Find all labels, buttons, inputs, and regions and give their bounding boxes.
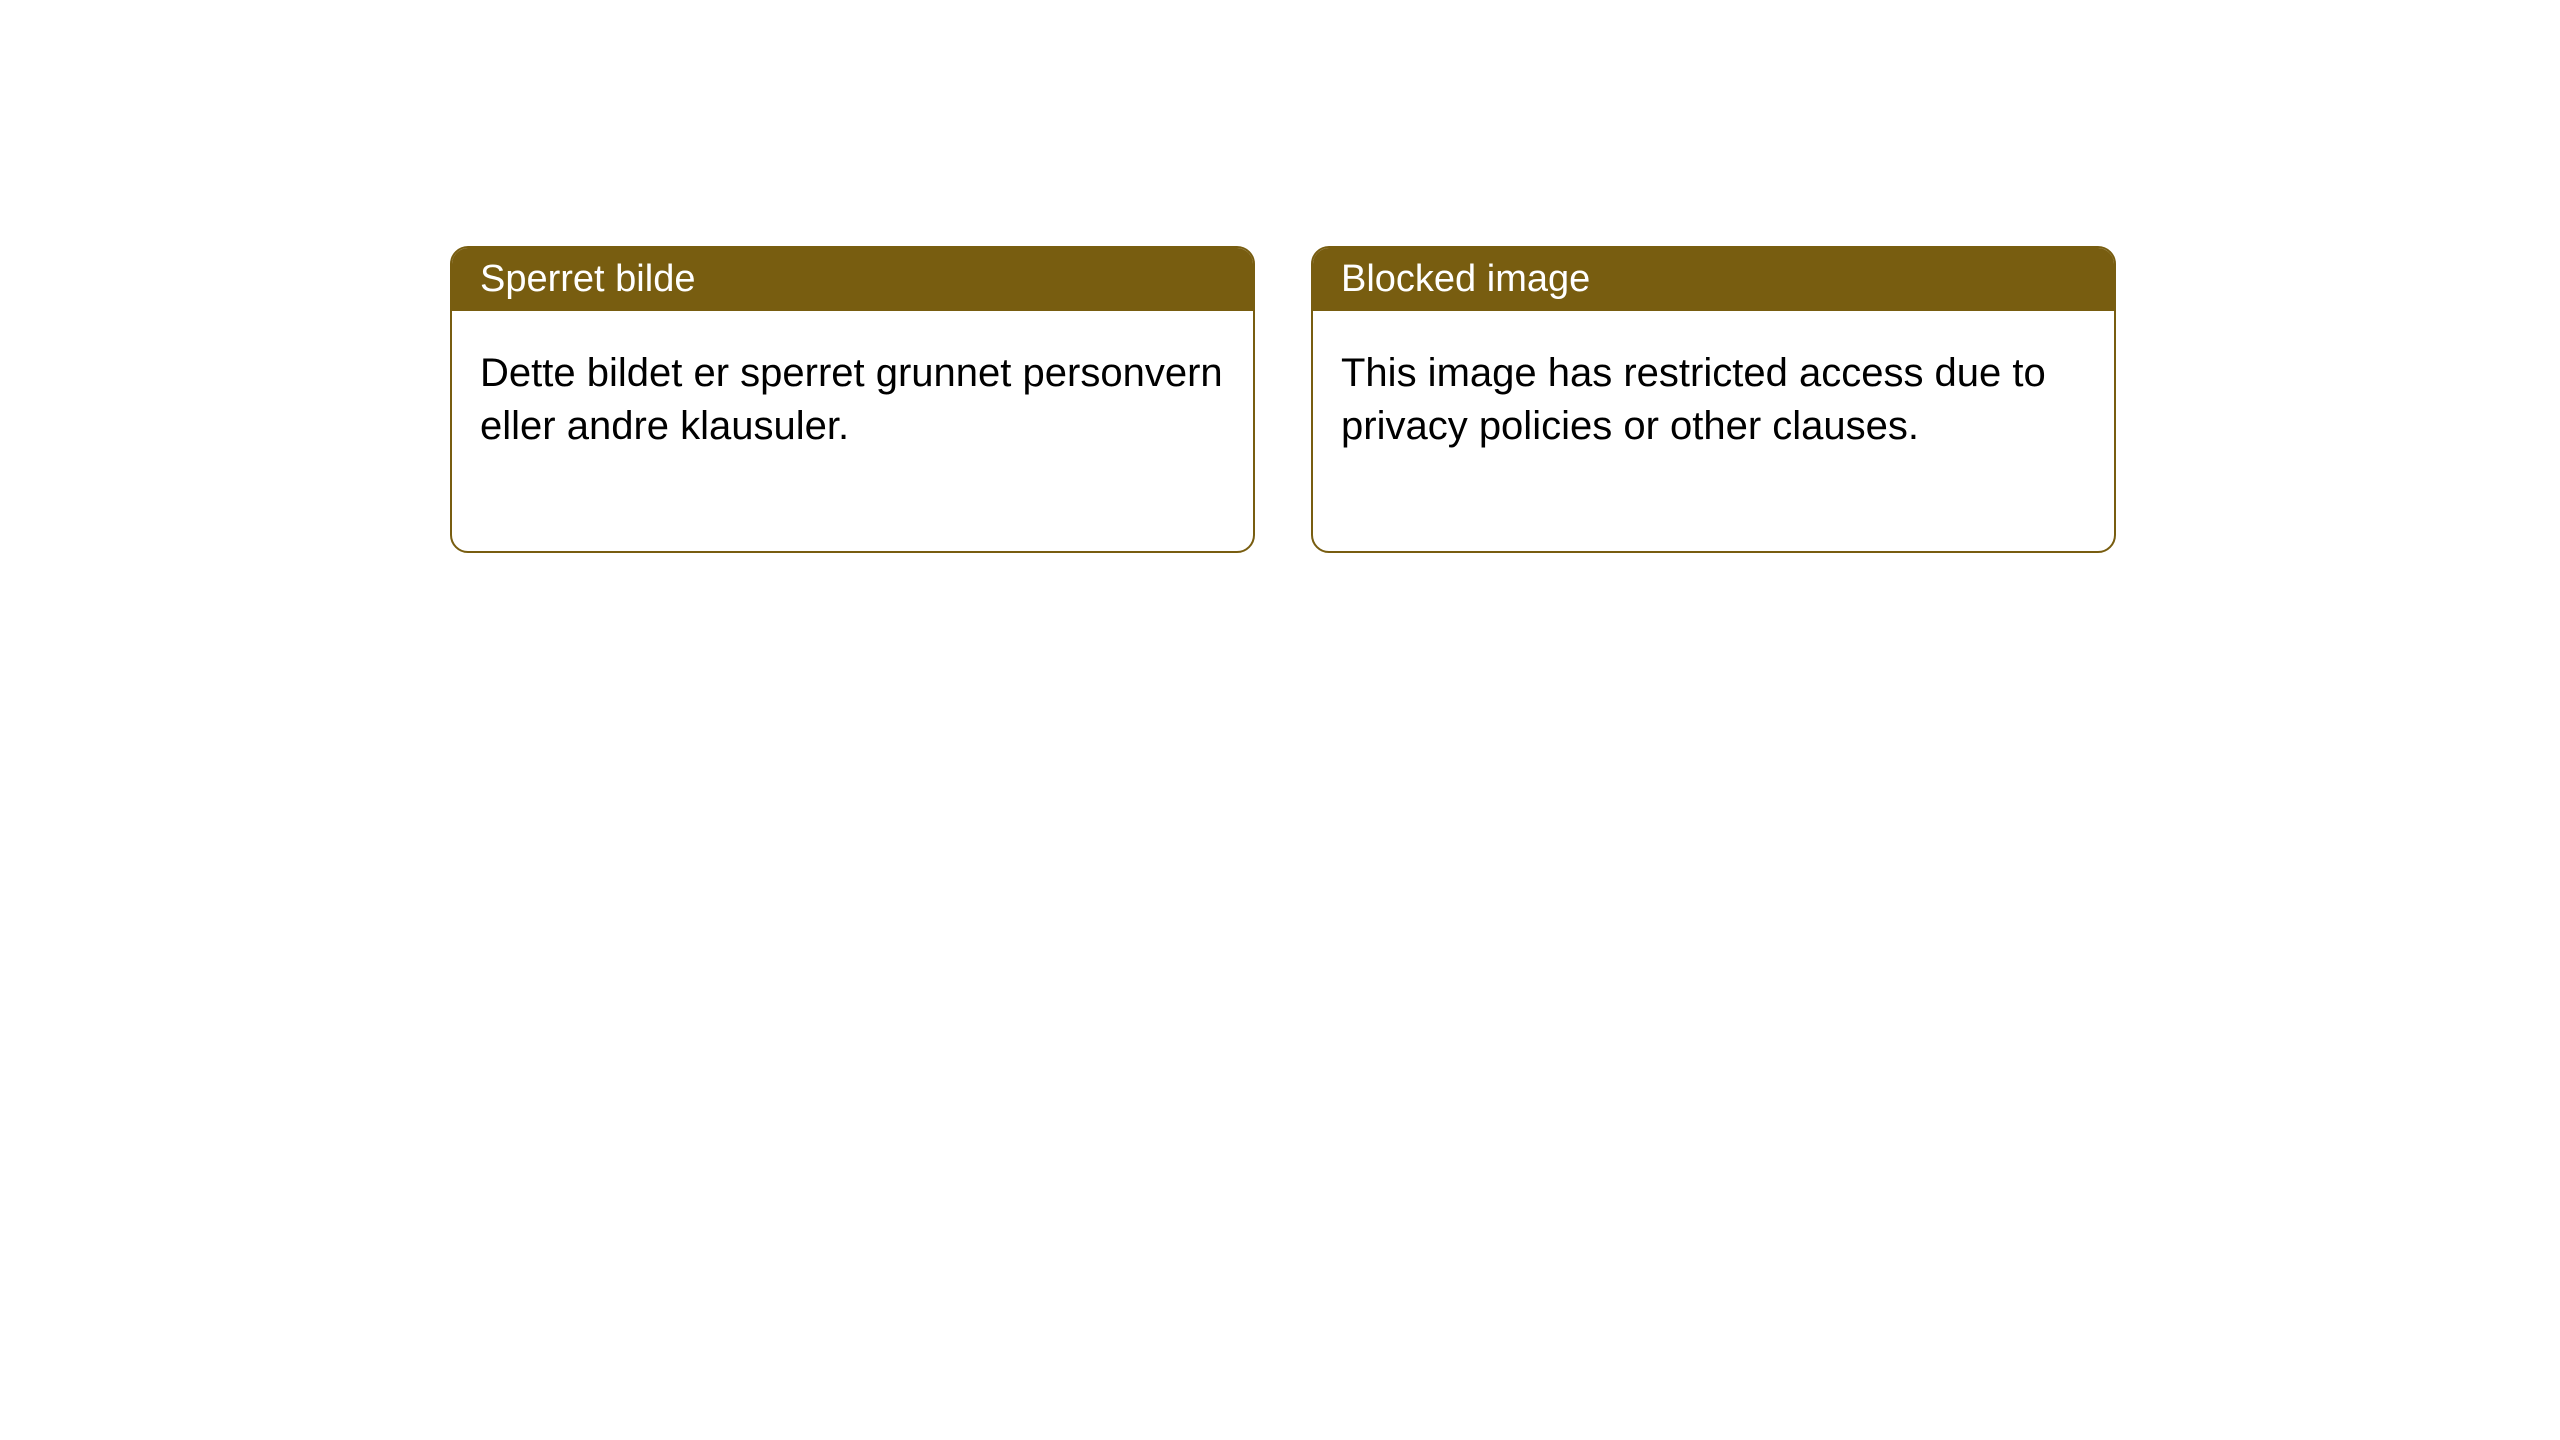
notice-title: Sperret bilde: [480, 258, 695, 300]
notice-message: This image has restricted access due to …: [1341, 351, 2046, 448]
notice-body: Dette bildet er sperret grunnet personve…: [452, 311, 1253, 551]
notice-title: Blocked image: [1341, 258, 1590, 300]
notice-card-norwegian: Sperret bilde Dette bildet er sperret gr…: [450, 246, 1255, 553]
notice-header: Sperret bilde: [452, 248, 1253, 311]
notice-container: Sperret bilde Dette bildet er sperret gr…: [450, 246, 2116, 553]
notice-header: Blocked image: [1313, 248, 2114, 311]
notice-body: This image has restricted access due to …: [1313, 311, 2114, 551]
notice-message: Dette bildet er sperret grunnet personve…: [480, 351, 1223, 448]
notice-card-english: Blocked image This image has restricted …: [1311, 246, 2116, 553]
